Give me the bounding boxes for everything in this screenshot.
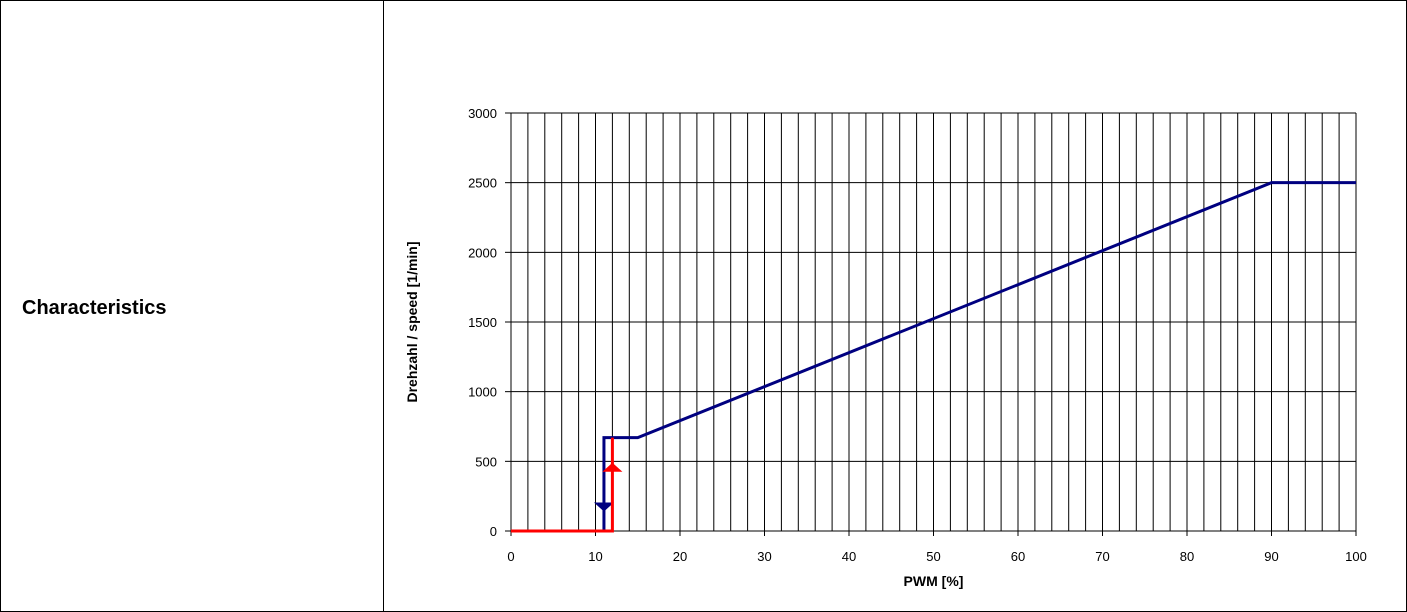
chart-grid <box>505 112 1357 536</box>
x-tick-label: 40 <box>842 549 856 564</box>
series-arrow-head-0 <box>593 502 614 512</box>
y-tick-label: 500 <box>475 454 497 469</box>
x-tick-label: 70 <box>1095 549 1109 564</box>
y-tick-label: 2500 <box>468 176 497 191</box>
x-axis-title: PWM [%] <box>904 573 964 589</box>
y-tick-label: 0 <box>490 524 497 539</box>
row-label: Characteristics <box>22 297 167 319</box>
chart-series <box>511 181 1356 533</box>
series-line-0 <box>602 181 1356 531</box>
table-column-divider <box>383 0 384 612</box>
series-arrow-head-1 <box>602 462 623 472</box>
x-tick-labels: 0 10 20 30 40 50 60 70 80 90 100 <box>507 549 1366 564</box>
x-tick-label: 60 <box>1011 549 1025 564</box>
x-tick-label: 0 <box>507 549 514 564</box>
x-tick-label: 90 <box>1264 549 1278 564</box>
x-tick-label: 10 <box>588 549 602 564</box>
x-tick-label: 20 <box>673 549 687 564</box>
y-tick-label: 1000 <box>468 385 497 400</box>
y-tick-label: 1500 <box>468 315 497 330</box>
y-tick-labels: 0 500 1000 1500 2000 2500 3000 <box>468 106 497 539</box>
speed-pwm-chart: 0 10 20 30 40 50 60 70 80 90 100 0 500 1000 1500 2000 2… <box>404 106 1367 589</box>
x-tick-label: 50 <box>926 549 940 564</box>
x-tick-label: 30 <box>757 549 771 564</box>
y-axis-title: Drehzahl / speed [1/min] <box>404 241 420 402</box>
x-tick-label: 100 <box>1345 549 1367 564</box>
y-tick-label: 3000 <box>468 106 497 121</box>
x-tick-label: 80 <box>1180 549 1194 564</box>
y-tick-label: 2000 <box>468 245 497 260</box>
